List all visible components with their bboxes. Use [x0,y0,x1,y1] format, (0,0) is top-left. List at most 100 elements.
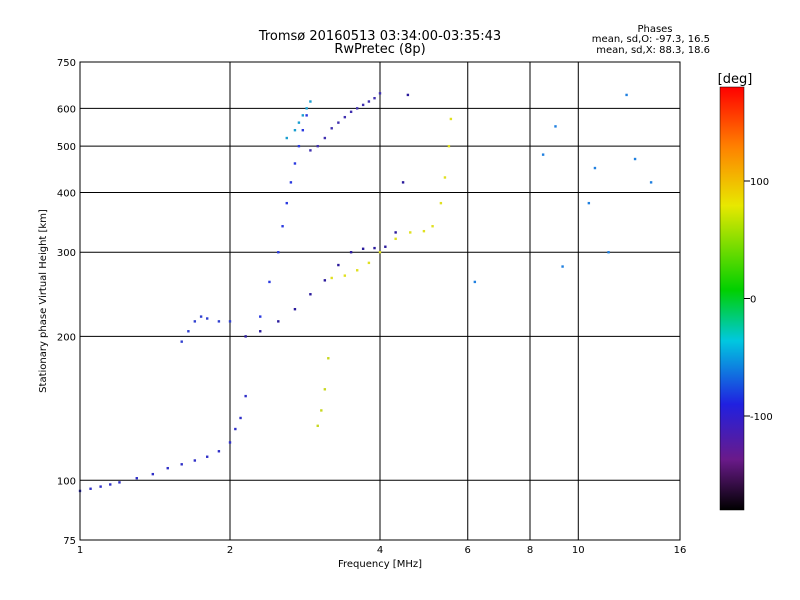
data-point-2-1 [268,280,271,284]
data-point-1-4 [309,293,312,296]
data-point-8-1 [541,153,545,156]
data-point-8-3 [561,265,564,268]
data-point-1-9 [373,246,376,250]
data-point-2-0 [259,315,262,318]
data-point-0-15 [244,394,247,398]
data-point-8-9 [649,181,653,184]
data-point-2-8 [301,128,305,132]
data-point-0-14 [239,416,242,420]
colorbar-tick-label-1: 0 [750,295,756,306]
data-point-0-13 [234,427,237,431]
data-point-1-12 [401,181,405,184]
data-point-3-8 [361,103,365,107]
data-point-2-7 [297,144,301,148]
data-point-2-3 [281,225,284,228]
data-point-0-2 [99,485,102,488]
chart-title: Tromsø 20160513 03:34:00-03:35:43 [258,29,501,44]
stats-x: mean, sd,X: 88.3, 18.6 [596,45,710,56]
data-point-5-11 [447,144,451,148]
y-tick-label-2: 200 [57,332,76,343]
data-point-5-10 [443,176,447,179]
data-point-7-4 [205,317,209,320]
data-point-3-1 [316,144,319,148]
data-point-8-4 [587,201,591,205]
data-point-1-5 [323,279,327,282]
y-tick-label-7: 750 [57,58,76,69]
data-point-5-1 [343,274,347,277]
x-tick-label-1: 2 [227,545,233,556]
data-point-1-10 [384,245,387,248]
data-point-0-12 [228,441,232,444]
chart-subtitle: RwPretec (8p) [334,42,425,57]
data-point-1-3 [293,307,297,311]
y-tick-label-3: 300 [57,248,76,259]
data-point-6-3 [327,357,330,360]
data-point-7-5 [217,320,221,323]
data-point-0-1 [89,487,92,490]
data-point-4-3 [301,114,305,117]
stats-o: mean, sd,O: -97.3, 16.5 [592,34,710,45]
data-point-5-12 [449,117,453,121]
y-tick-label-6: 600 [57,104,76,115]
data-point-5-9 [439,201,443,205]
data-point-2-5 [289,181,293,184]
data-point-4-1 [293,128,297,132]
data-point-3-10 [373,96,376,100]
data-points [78,92,653,493]
data-point-7-6 [228,320,232,323]
data-point-0-5 [135,477,138,480]
x-tick-label-0: 1 [77,545,83,556]
colorbar [719,86,745,511]
data-point-0-6 [151,472,155,476]
data-point-6-0 [316,424,319,428]
grid-lines [80,62,680,540]
data-point-5-5 [394,237,397,241]
data-point-0-4 [118,481,121,484]
data-point-1-0 [244,335,247,338]
data-point-0-10 [205,455,209,458]
colorbar-tick-label-2: 100 [750,177,769,188]
data-point-0-11 [217,450,221,453]
data-point-5-0 [330,276,333,280]
data-point-7-1 [187,330,190,333]
data-point-2-9 [305,114,308,117]
data-point-3-2 [323,136,327,140]
stats-heading: Phases [637,24,672,35]
colorbar-tick-label-0: -100 [750,412,773,423]
data-point-8-6 [607,251,610,254]
data-point-5-2 [355,269,359,272]
y-tick-label-4: 400 [57,188,76,199]
data-point-0-7 [166,466,169,470]
y-tick-labels: 75 100 200 300 400 500 600 750 [57,58,76,547]
data-point-1-11 [394,231,397,234]
plot-frame [79,61,681,541]
data-point-2-4 [285,201,288,205]
data-point-3-7 [355,107,359,110]
data-point-3-9 [367,100,371,103]
data-point-3-0 [309,149,312,152]
data-point-4-5 [309,100,312,103]
data-point-8-0 [473,280,477,284]
colorbar-ticks: -100 0 100 [744,177,773,423]
data-point-0-8 [180,463,183,466]
data-point-6-2 [323,388,327,391]
data-point-1-8 [361,247,365,250]
data-point-0-3 [109,483,112,486]
data-point-1-13 [406,93,410,97]
data-point-8-7 [625,93,628,97]
data-point-4-0 [285,136,288,140]
data-point-2-2 [277,251,280,254]
x-axis-label: Frequency [MHz] [338,559,422,570]
data-point-1-1 [259,330,262,333]
data-point-8-2 [554,125,557,128]
data-point-3-5 [343,115,347,119]
data-point-8-5 [593,166,597,170]
data-point-8-8 [633,157,637,161]
data-point-4-2 [297,121,301,124]
data-point-7-2 [193,320,197,323]
data-point-7-0 [180,340,183,343]
y-tick-label-0: 75 [63,536,76,547]
y-tick-label-1: 100 [57,476,76,487]
y-tick-label-5: 500 [57,142,76,153]
